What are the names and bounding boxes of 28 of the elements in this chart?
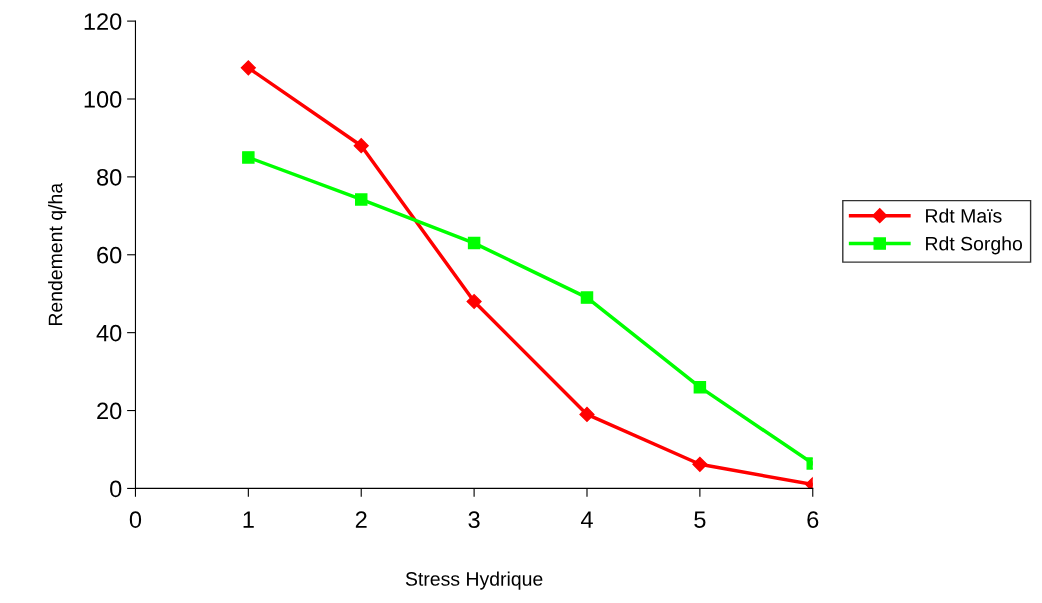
x-tick-label: 2	[355, 511, 367, 528]
point	[242, 151, 255, 164]
point	[580, 291, 594, 304]
point	[467, 236, 481, 250]
x-tick-label: 3	[468, 511, 480, 528]
point	[579, 406, 595, 423]
point	[693, 380, 707, 394]
point	[466, 293, 482, 310]
x-tick-label: 1	[243, 511, 254, 528]
point	[240, 60, 256, 76]
y-tick-label: 80	[97, 168, 122, 186]
y-tick-label: 120	[84, 13, 122, 30]
y-axis-title: Rendement q/ha	[48, 182, 67, 326]
x-tick-label: 4	[580, 511, 593, 528]
y-tick-label: 40	[96, 324, 122, 342]
point	[354, 193, 368, 206]
legend-label: Rdt Sorgho	[926, 236, 1023, 255]
x-tick-label: 6	[807, 511, 819, 528]
legend-label: Rdt Maïs	[926, 208, 1002, 223]
point	[353, 138, 369, 154]
y-tick-label: 60	[97, 246, 122, 264]
x-tick-label: 5	[694, 511, 706, 528]
y-tick-label: 0	[110, 480, 122, 498]
y-tick-label: 20	[97, 402, 122, 420]
point	[692, 456, 708, 472]
x-tick-label: 0	[129, 511, 142, 528]
x-axis-title: Stress Hydrique	[405, 571, 543, 590]
y-tick-label: 100	[84, 91, 122, 108]
